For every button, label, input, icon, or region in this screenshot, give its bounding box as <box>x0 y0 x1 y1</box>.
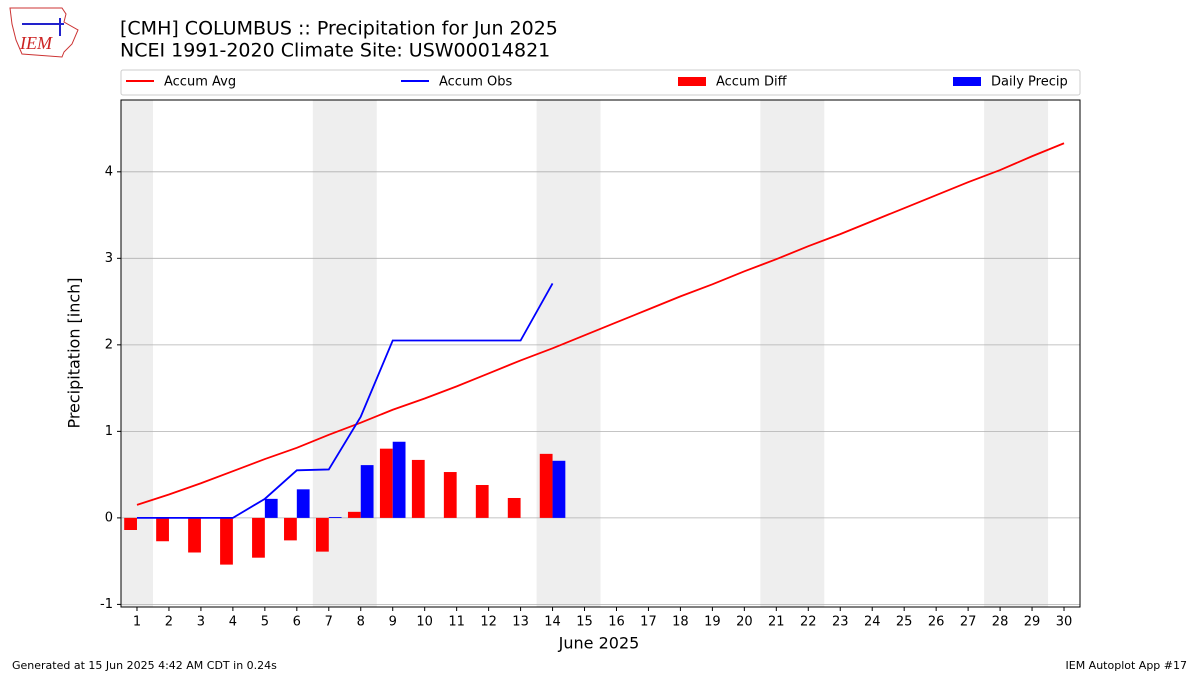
x-tick-label: 21 <box>768 615 785 630</box>
bar <box>284 517 297 541</box>
x-tick-label: 18 <box>672 615 689 630</box>
line <box>136 282 554 519</box>
bar <box>264 498 278 518</box>
x-tick-label: 10 <box>416 615 433 630</box>
legend-label: Accum Obs <box>439 75 512 90</box>
x-tick-label: 1 <box>133 615 141 630</box>
x-tick-label: 7 <box>325 615 333 630</box>
bar <box>507 497 521 518</box>
bar <box>539 453 553 518</box>
x-tick-label: 17 <box>640 615 657 630</box>
weekend-band <box>760 100 825 607</box>
y-tick-label: 3 <box>105 251 113 266</box>
x-tick-label: 3 <box>197 615 205 630</box>
y-tick-label: 2 <box>105 337 113 352</box>
legend-swatch <box>953 77 981 86</box>
footer-left: Generated at 15 Jun 2025 4:42 AM CDT in … <box>12 659 277 672</box>
x-tick-label: 24 <box>864 615 881 630</box>
bar <box>411 459 425 518</box>
bar <box>360 465 374 518</box>
x-tick-label: 25 <box>896 615 913 630</box>
x-tick-label: 28 <box>992 615 1009 630</box>
x-tick-label: 9 <box>389 615 397 630</box>
bar <box>379 448 393 518</box>
legend-label: Accum Diff <box>716 75 788 90</box>
x-tick-label: 15 <box>576 615 593 630</box>
bar <box>315 517 329 552</box>
legend <box>120 69 1081 96</box>
bar <box>392 441 406 518</box>
x-tick-label: 16 <box>608 615 625 630</box>
x-tick-label: 20 <box>736 615 753 630</box>
bar <box>552 460 566 518</box>
bar <box>188 517 201 553</box>
bar <box>475 485 489 518</box>
bar <box>347 511 361 518</box>
y-tick-label: 1 <box>105 424 113 439</box>
weekend-band <box>536 100 601 607</box>
y-tick-label: 4 <box>105 164 113 179</box>
legend-label: Accum Avg <box>164 75 236 90</box>
plot-frame <box>120 99 1081 608</box>
x-tick-label: 11 <box>448 615 465 630</box>
x-tick-label: 27 <box>960 615 977 630</box>
legend-label: Daily Precip <box>991 75 1068 90</box>
bar <box>328 517 342 518</box>
weekend-band <box>121 100 153 607</box>
x-tick-label: 13 <box>512 615 529 630</box>
x-tick-label: 19 <box>704 615 721 630</box>
y-tick-label: 0 <box>105 510 113 525</box>
x-tick-label: 5 <box>261 615 269 630</box>
bar <box>124 517 137 530</box>
legend-swatch <box>678 77 706 86</box>
x-tick-label: 2 <box>165 615 173 630</box>
x-tick-label: 23 <box>832 615 849 630</box>
bar <box>220 517 233 565</box>
chart-subtitle: NCEI 1991-2020 Climate Site: USW00014821 <box>120 40 550 62</box>
x-axis-label: June 2025 <box>558 634 640 653</box>
x-tick-label: 12 <box>480 615 497 630</box>
bar <box>156 517 169 542</box>
x-tick-label: 4 <box>229 615 237 630</box>
y-axis-label: Precipitation [inch] <box>65 277 84 428</box>
bar <box>443 472 457 518</box>
weekend-band <box>984 100 1049 607</box>
line <box>136 142 1065 506</box>
x-tick-label: 6 <box>293 615 301 630</box>
x-tick-label: 30 <box>1056 615 1073 630</box>
footer-right: IEM Autoplot App #17 <box>1066 659 1188 672</box>
bar <box>296 489 310 518</box>
x-tick-label: 22 <box>800 615 817 630</box>
x-tick-label: 29 <box>1024 615 1041 630</box>
y-tick-label: -1 <box>100 597 113 612</box>
x-tick-label: 26 <box>928 615 945 630</box>
x-tick-label: 14 <box>544 615 561 630</box>
logo: IEM <box>9 7 79 58</box>
chart-title: [CMH] COLUMBUS :: Precipitation for Jun … <box>120 18 558 40</box>
logo-text: IEM <box>19 33 53 53</box>
bar <box>252 517 265 558</box>
x-tick-label: 8 <box>357 615 365 630</box>
